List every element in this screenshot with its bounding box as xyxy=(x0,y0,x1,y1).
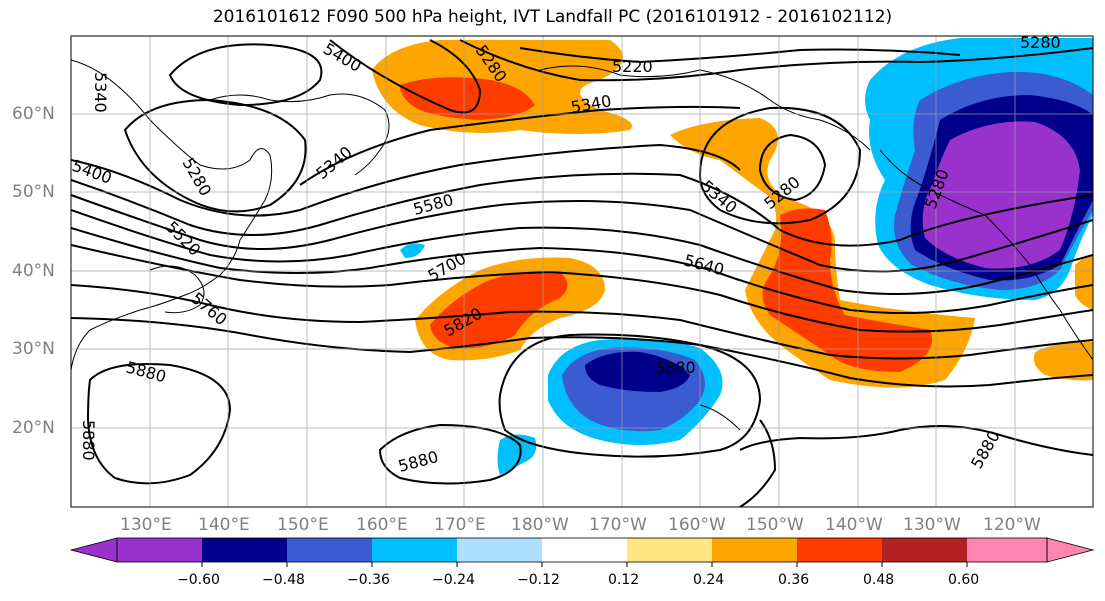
negative-region-northeast-pacific-core xyxy=(922,121,1080,269)
lon-label-130e: 130°E xyxy=(120,515,172,535)
lon-label-180w: 180°W xyxy=(511,515,569,535)
coastline-kamchatka xyxy=(209,93,390,176)
contour-low-alaska xyxy=(758,133,827,202)
negative-region-small-south xyxy=(497,434,537,475)
positive-region-mexico xyxy=(1033,341,1093,381)
contour-label: 5340 xyxy=(91,72,110,113)
coastline-alaska xyxy=(539,65,871,151)
contour-5820 xyxy=(71,317,1093,388)
contour-band-2 xyxy=(71,172,1093,247)
lat-label-60n: 60°N xyxy=(12,104,55,124)
contour-5880-east xyxy=(739,425,1093,456)
lon-label-150w: 150°W xyxy=(746,515,804,535)
colorbar-segment xyxy=(117,538,202,562)
negative-region-central-pacific-core xyxy=(585,351,690,392)
contour-5280-north xyxy=(459,39,1093,82)
colorbar-extend-left xyxy=(69,537,118,563)
contour-5640 xyxy=(71,227,1093,315)
lon-label-170e: 170°E xyxy=(434,515,486,535)
colorbar-tick-label: −0.60 xyxy=(177,572,220,588)
colorbar-tick-label: −0.12 xyxy=(517,572,560,588)
colorbar-tick-label: −0.36 xyxy=(347,572,390,588)
colorbar-tick-label: 0.36 xyxy=(778,572,810,588)
lon-label-150e: 150°E xyxy=(277,515,329,535)
colorbar-tick-label: 0.12 xyxy=(608,572,640,588)
positive-region-california xyxy=(1075,255,1093,310)
contour-band-3 xyxy=(71,194,1093,273)
lon-label-140e: 140°E xyxy=(198,515,250,535)
colorbar-extend-right xyxy=(1046,537,1095,563)
contour-label: 5880 xyxy=(79,420,98,461)
map-frame xyxy=(70,35,1094,508)
colorbar-tick-marks xyxy=(201,562,968,567)
coastline-hawaii xyxy=(699,404,741,431)
contour-label: 5220 xyxy=(612,57,653,76)
colorbar-segment xyxy=(542,538,627,562)
contour-band-1 xyxy=(71,143,741,217)
colorbar-outline xyxy=(116,537,1048,563)
lon-label-160e: 160°E xyxy=(356,515,408,535)
lon-label-130w: 130°W xyxy=(903,515,961,535)
contour-5700 xyxy=(71,244,1093,333)
colorbar-tick-label: 0.24 xyxy=(693,572,725,588)
contour-5880-south xyxy=(378,423,522,485)
contour-label: 5280 xyxy=(1020,33,1061,52)
coastline-north-america xyxy=(879,149,1093,361)
lat-label-30n: 30°N xyxy=(12,339,55,359)
coastlines xyxy=(71,59,1093,431)
negative-region-small-west xyxy=(400,243,425,258)
lat-label-40n: 40°N xyxy=(12,261,55,281)
lat-label-20n: 20°N xyxy=(12,418,55,438)
colorbar-segment xyxy=(967,538,1047,562)
contour-band-4 xyxy=(71,209,1093,295)
gridlines xyxy=(71,36,1093,507)
colorbar-segment xyxy=(627,538,712,562)
coastline-japan xyxy=(149,265,205,314)
colorbar-tick-label: 0.48 xyxy=(863,572,895,588)
contour-5760 xyxy=(71,284,1093,360)
positive-anomaly-shading xyxy=(372,40,1093,388)
lon-label-120w: 120°W xyxy=(983,515,1041,535)
colorbar-segment xyxy=(457,538,542,562)
map-title: 2016101612 F090 500 hPa height, IVT Land… xyxy=(212,7,893,27)
colorbar-segment xyxy=(372,538,457,562)
colorbar xyxy=(69,537,1095,567)
colorbar-segment xyxy=(287,538,372,562)
lat-label-50n: 50°N xyxy=(12,182,55,202)
positive-region-bering-core xyxy=(400,77,535,120)
colorbar-tick-label: −0.48 xyxy=(262,572,305,588)
contour-5340-north xyxy=(299,105,741,186)
colorbar-segment xyxy=(797,538,882,562)
colorbar-segment xyxy=(712,538,797,562)
lon-label-170w: 170°W xyxy=(589,515,647,535)
contour-5880-central xyxy=(498,333,762,458)
lon-label-140w: 140°W xyxy=(825,515,883,535)
contour-5880-west xyxy=(86,363,232,485)
contour-5220 xyxy=(519,47,961,64)
colorbar-tick-label: −0.24 xyxy=(432,572,475,588)
contour-label: 5880 xyxy=(655,358,696,377)
lon-label-160w: 160°W xyxy=(668,515,726,535)
coastline-asia xyxy=(71,59,273,371)
contour-5880-east2 xyxy=(739,419,777,507)
colorbar-segment xyxy=(202,538,287,562)
colorbar-tick-label: 0.60 xyxy=(948,572,980,588)
colorbar-segment xyxy=(882,538,967,562)
